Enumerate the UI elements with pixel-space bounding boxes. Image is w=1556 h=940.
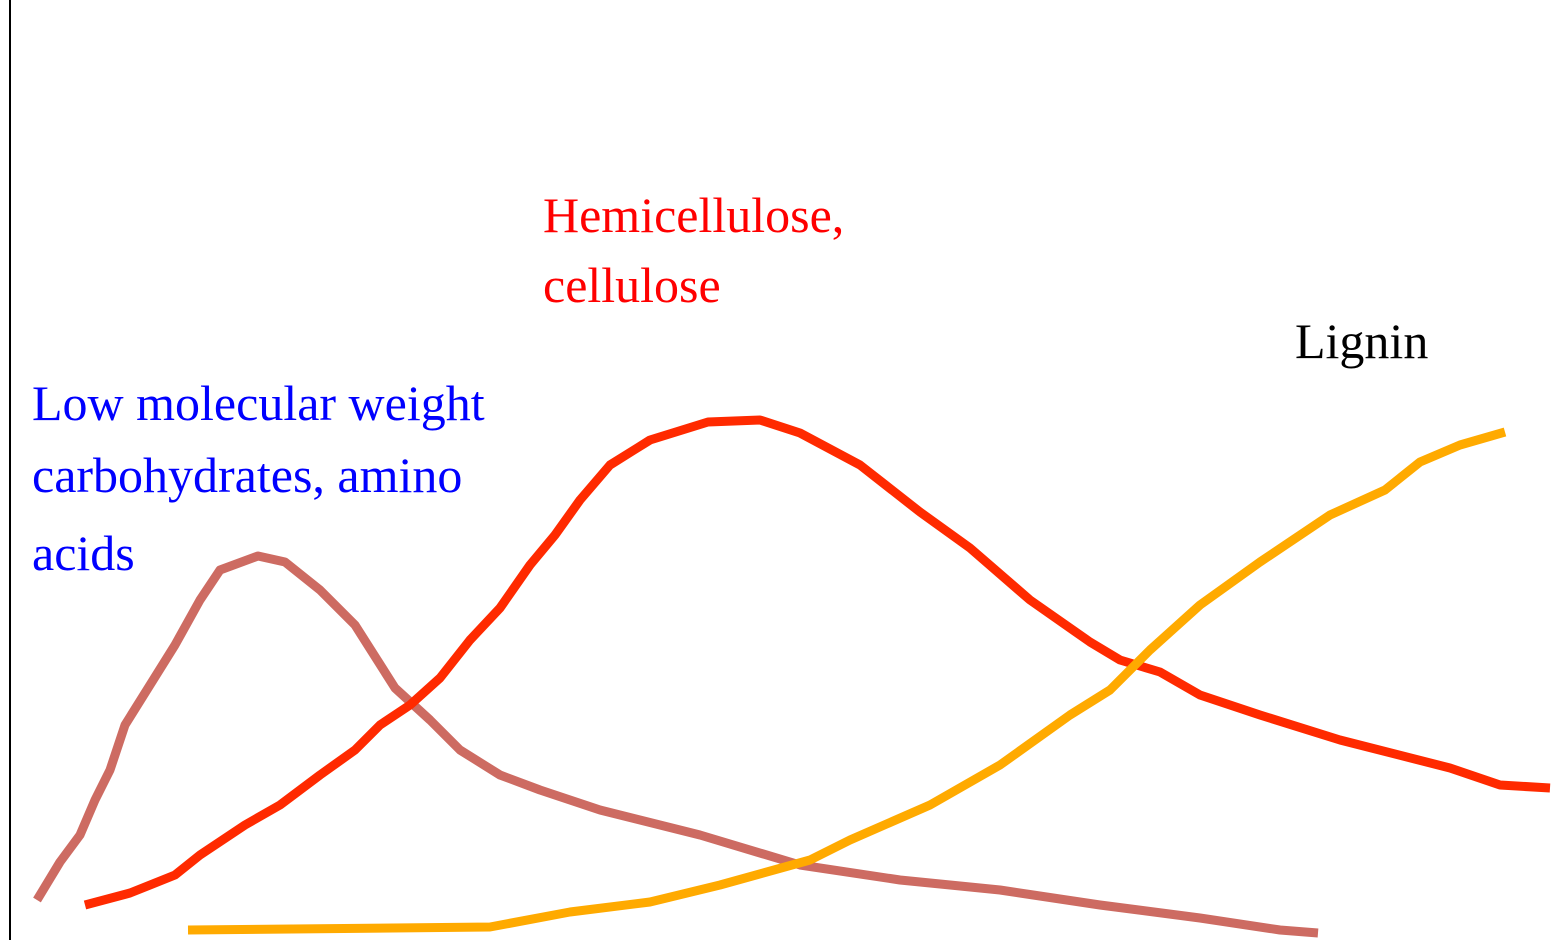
label-line: carbohydrates, amino xyxy=(32,447,462,503)
label-line: acids xyxy=(32,525,135,581)
label-line: Lignin xyxy=(1295,313,1428,369)
label-line: Hemicellulose, xyxy=(543,187,844,243)
lignin-curve xyxy=(187,427,1507,935)
cellulose-curve xyxy=(83,415,1551,910)
low-molecular-curve xyxy=(33,551,1319,938)
label-line: cellulose xyxy=(543,257,721,313)
label-line: Low molecular weight xyxy=(32,375,485,431)
